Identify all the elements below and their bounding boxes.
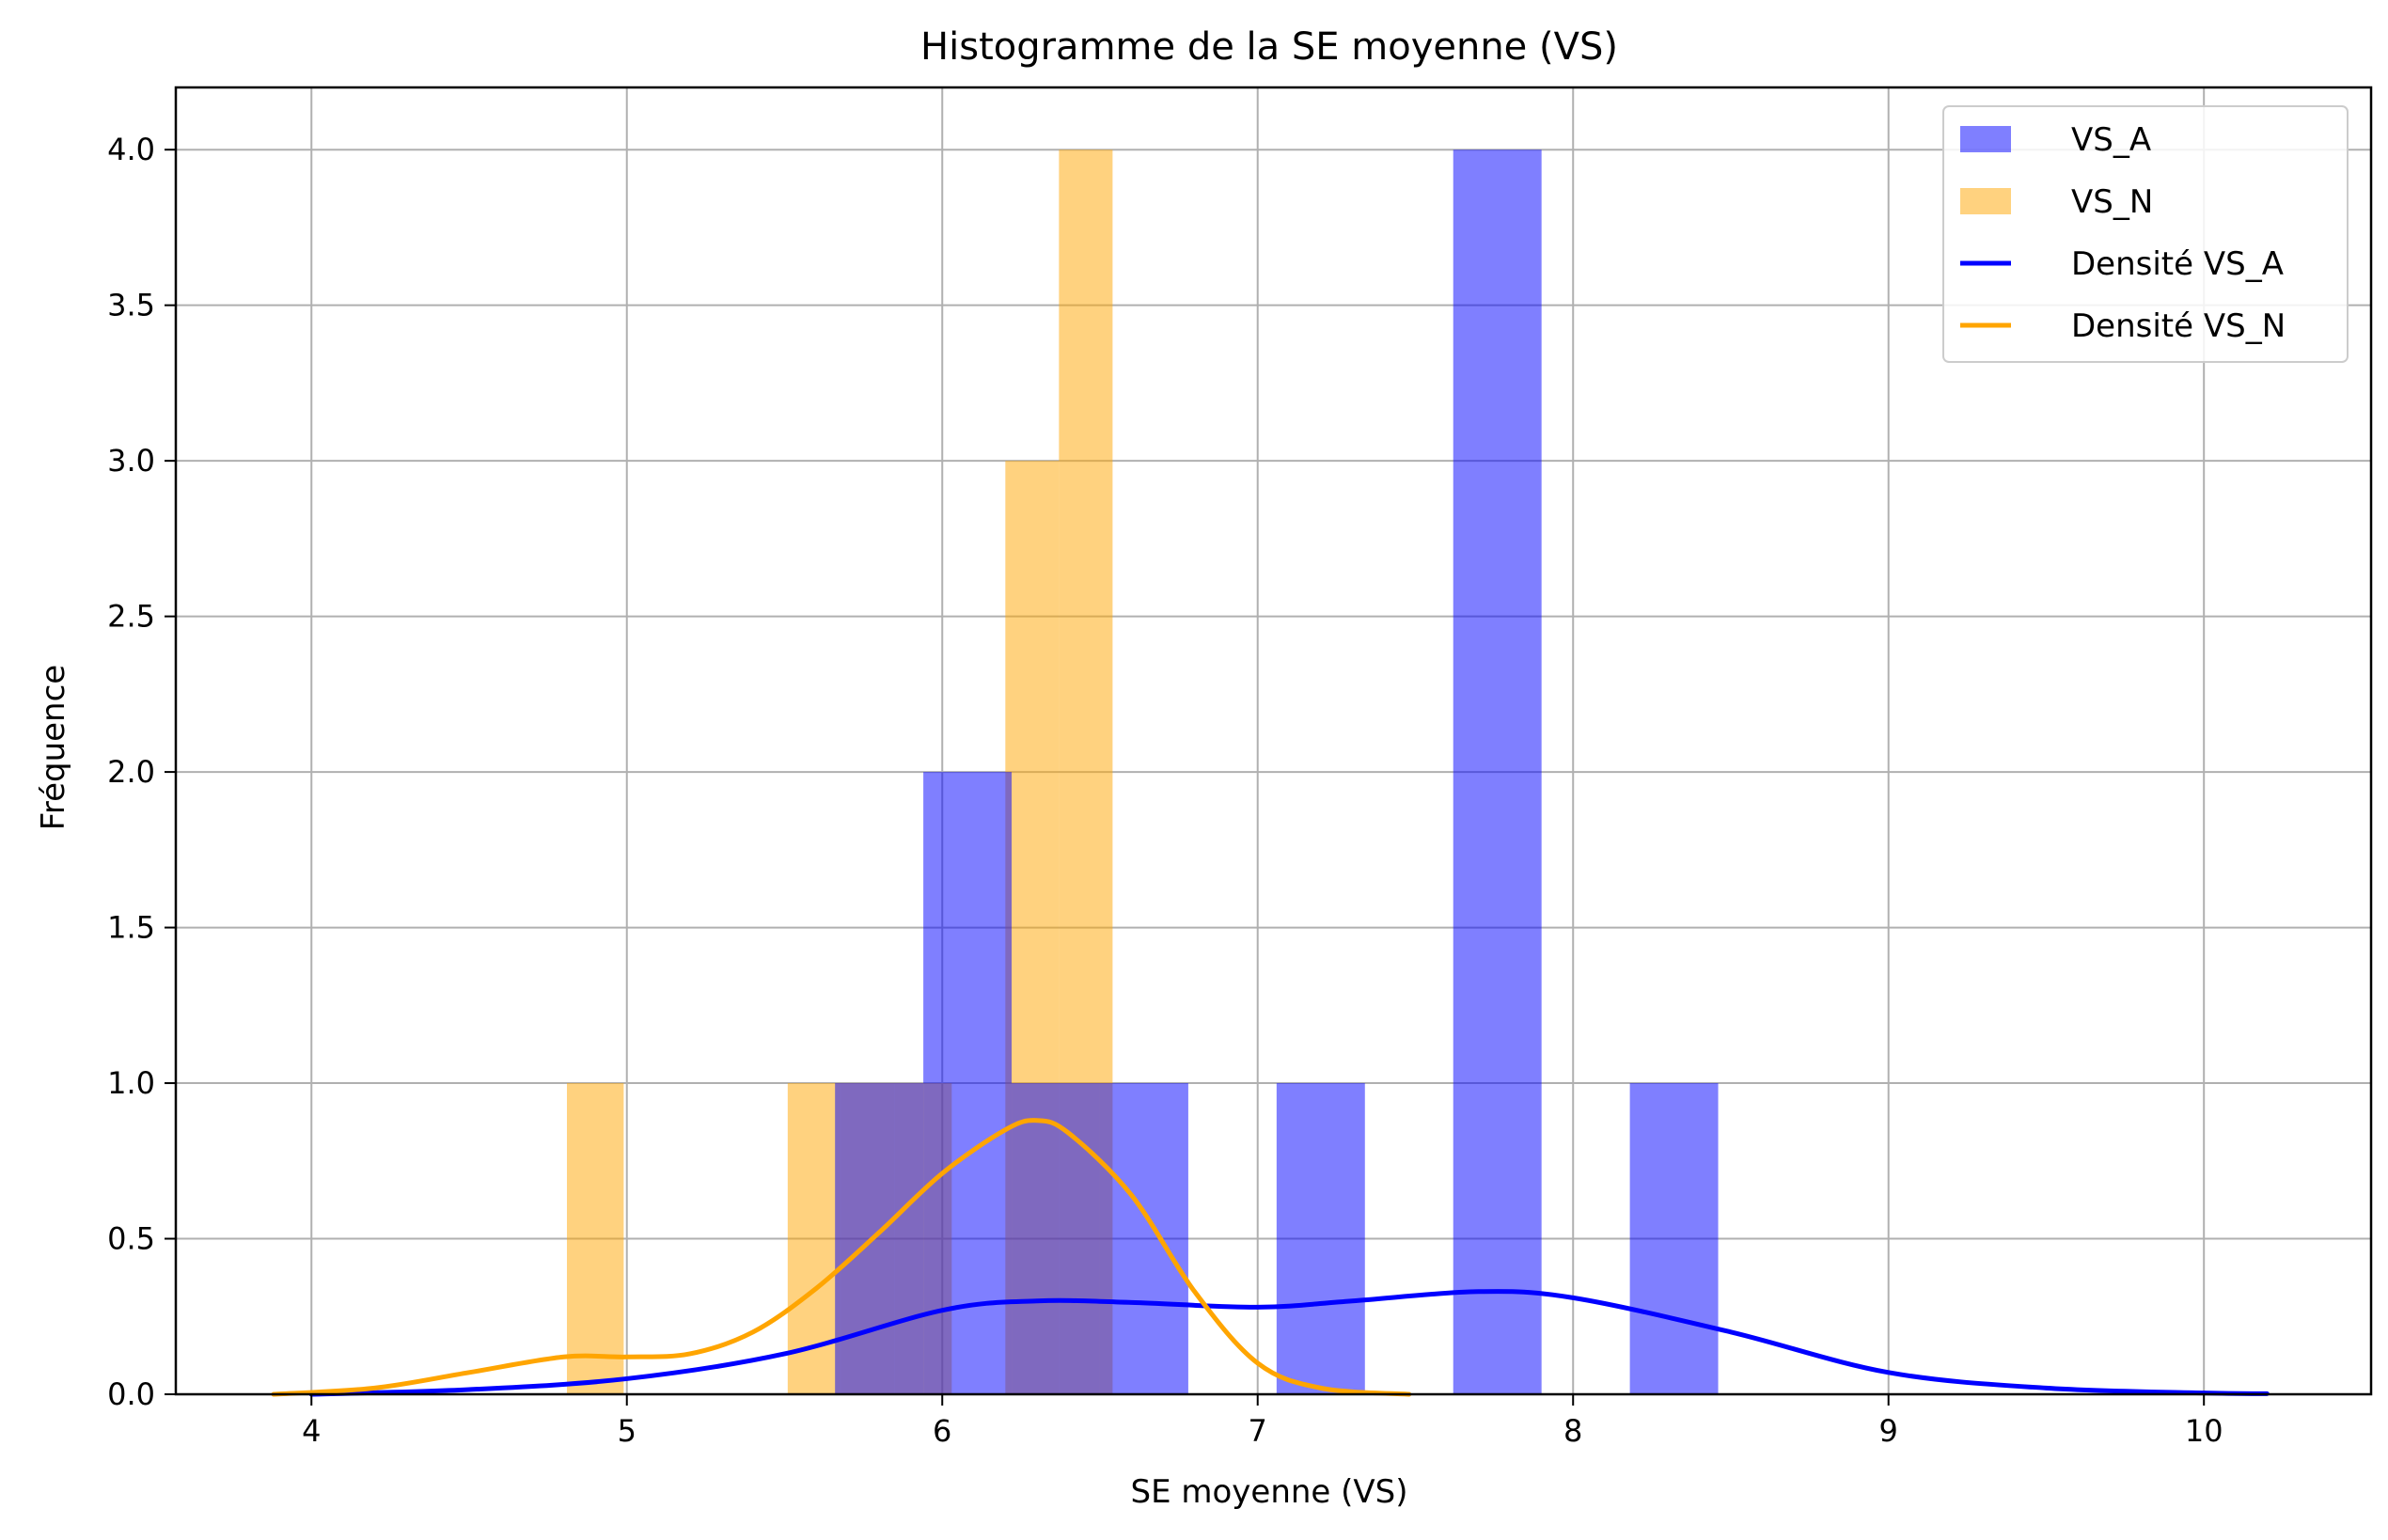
y-tick-label: 4.0 bbox=[107, 132, 155, 167]
legend-label-density-vs-n: Densité VS_N bbox=[2071, 307, 2286, 345]
legend: VS_A VS_N Densité VS_A Densité VS_N bbox=[1942, 105, 2349, 363]
vs-a-bar bbox=[835, 1083, 924, 1394]
vs-a-bar bbox=[1629, 1083, 1719, 1394]
vs-n-bar bbox=[567, 1083, 624, 1394]
densite-vs-a-curve bbox=[308, 1289, 2270, 1397]
x-tick-label: 8 bbox=[1563, 1413, 1582, 1449]
densite-vs-n-curve bbox=[271, 1118, 1412, 1397]
density-curves bbox=[271, 1118, 2270, 1397]
legend-label-vs-a: VS_A bbox=[2071, 121, 2151, 159]
x-tick-label: 5 bbox=[618, 1413, 636, 1449]
vs-a-bar bbox=[1012, 1083, 1100, 1394]
legend-label-vs-n: VS_N bbox=[2071, 183, 2153, 221]
y-tick-label: 2.5 bbox=[107, 599, 155, 635]
y-axis-label: Fréquence bbox=[35, 665, 72, 830]
legend-label-density-vs-a: Densité VS_A bbox=[2071, 245, 2284, 283]
legend-box bbox=[1942, 105, 2349, 363]
vs-a-bar bbox=[1453, 149, 1542, 1395]
plot-frame bbox=[174, 86, 2373, 1396]
legend-swatch-vs-n bbox=[1960, 188, 2011, 214]
x-axis-ticks: 4 5 6 7 8 9 10 bbox=[302, 1394, 2223, 1449]
y-tick-label: 2.0 bbox=[107, 754, 155, 790]
y-axis-ticks: 0.0 0.5 1.0 1.5 2.0 2.5 3.0 3.5 4.0 bbox=[107, 132, 176, 1412]
x-tick-label: 6 bbox=[933, 1413, 951, 1449]
chart-title: Histogramme de la SE moyenne (VS) bbox=[920, 25, 1618, 69]
y-tick-label: 1.5 bbox=[107, 910, 155, 946]
x-tick-label: 10 bbox=[2185, 1413, 2223, 1449]
x-axis-label: SE moyenne (VS) bbox=[1130, 1473, 1407, 1511]
y-tick-label: 1.0 bbox=[107, 1065, 155, 1101]
vs-a-bar bbox=[923, 772, 1013, 1394]
y-tick-label: 0.0 bbox=[107, 1376, 155, 1412]
vs-a-bar bbox=[1276, 1083, 1365, 1394]
vs-a-bar bbox=[1099, 1083, 1188, 1394]
x-tick-label: 9 bbox=[1879, 1413, 1898, 1449]
x-tick-label: 7 bbox=[1249, 1413, 1267, 1449]
y-tick-label: 0.5 bbox=[107, 1221, 155, 1257]
legend-swatch-vs-a bbox=[1960, 126, 2011, 152]
vs-a-bars bbox=[835, 149, 1719, 1395]
y-tick-label: 3.0 bbox=[107, 443, 155, 479]
y-tick-label: 3.5 bbox=[107, 288, 155, 323]
x-tick-label: 4 bbox=[302, 1413, 321, 1449]
